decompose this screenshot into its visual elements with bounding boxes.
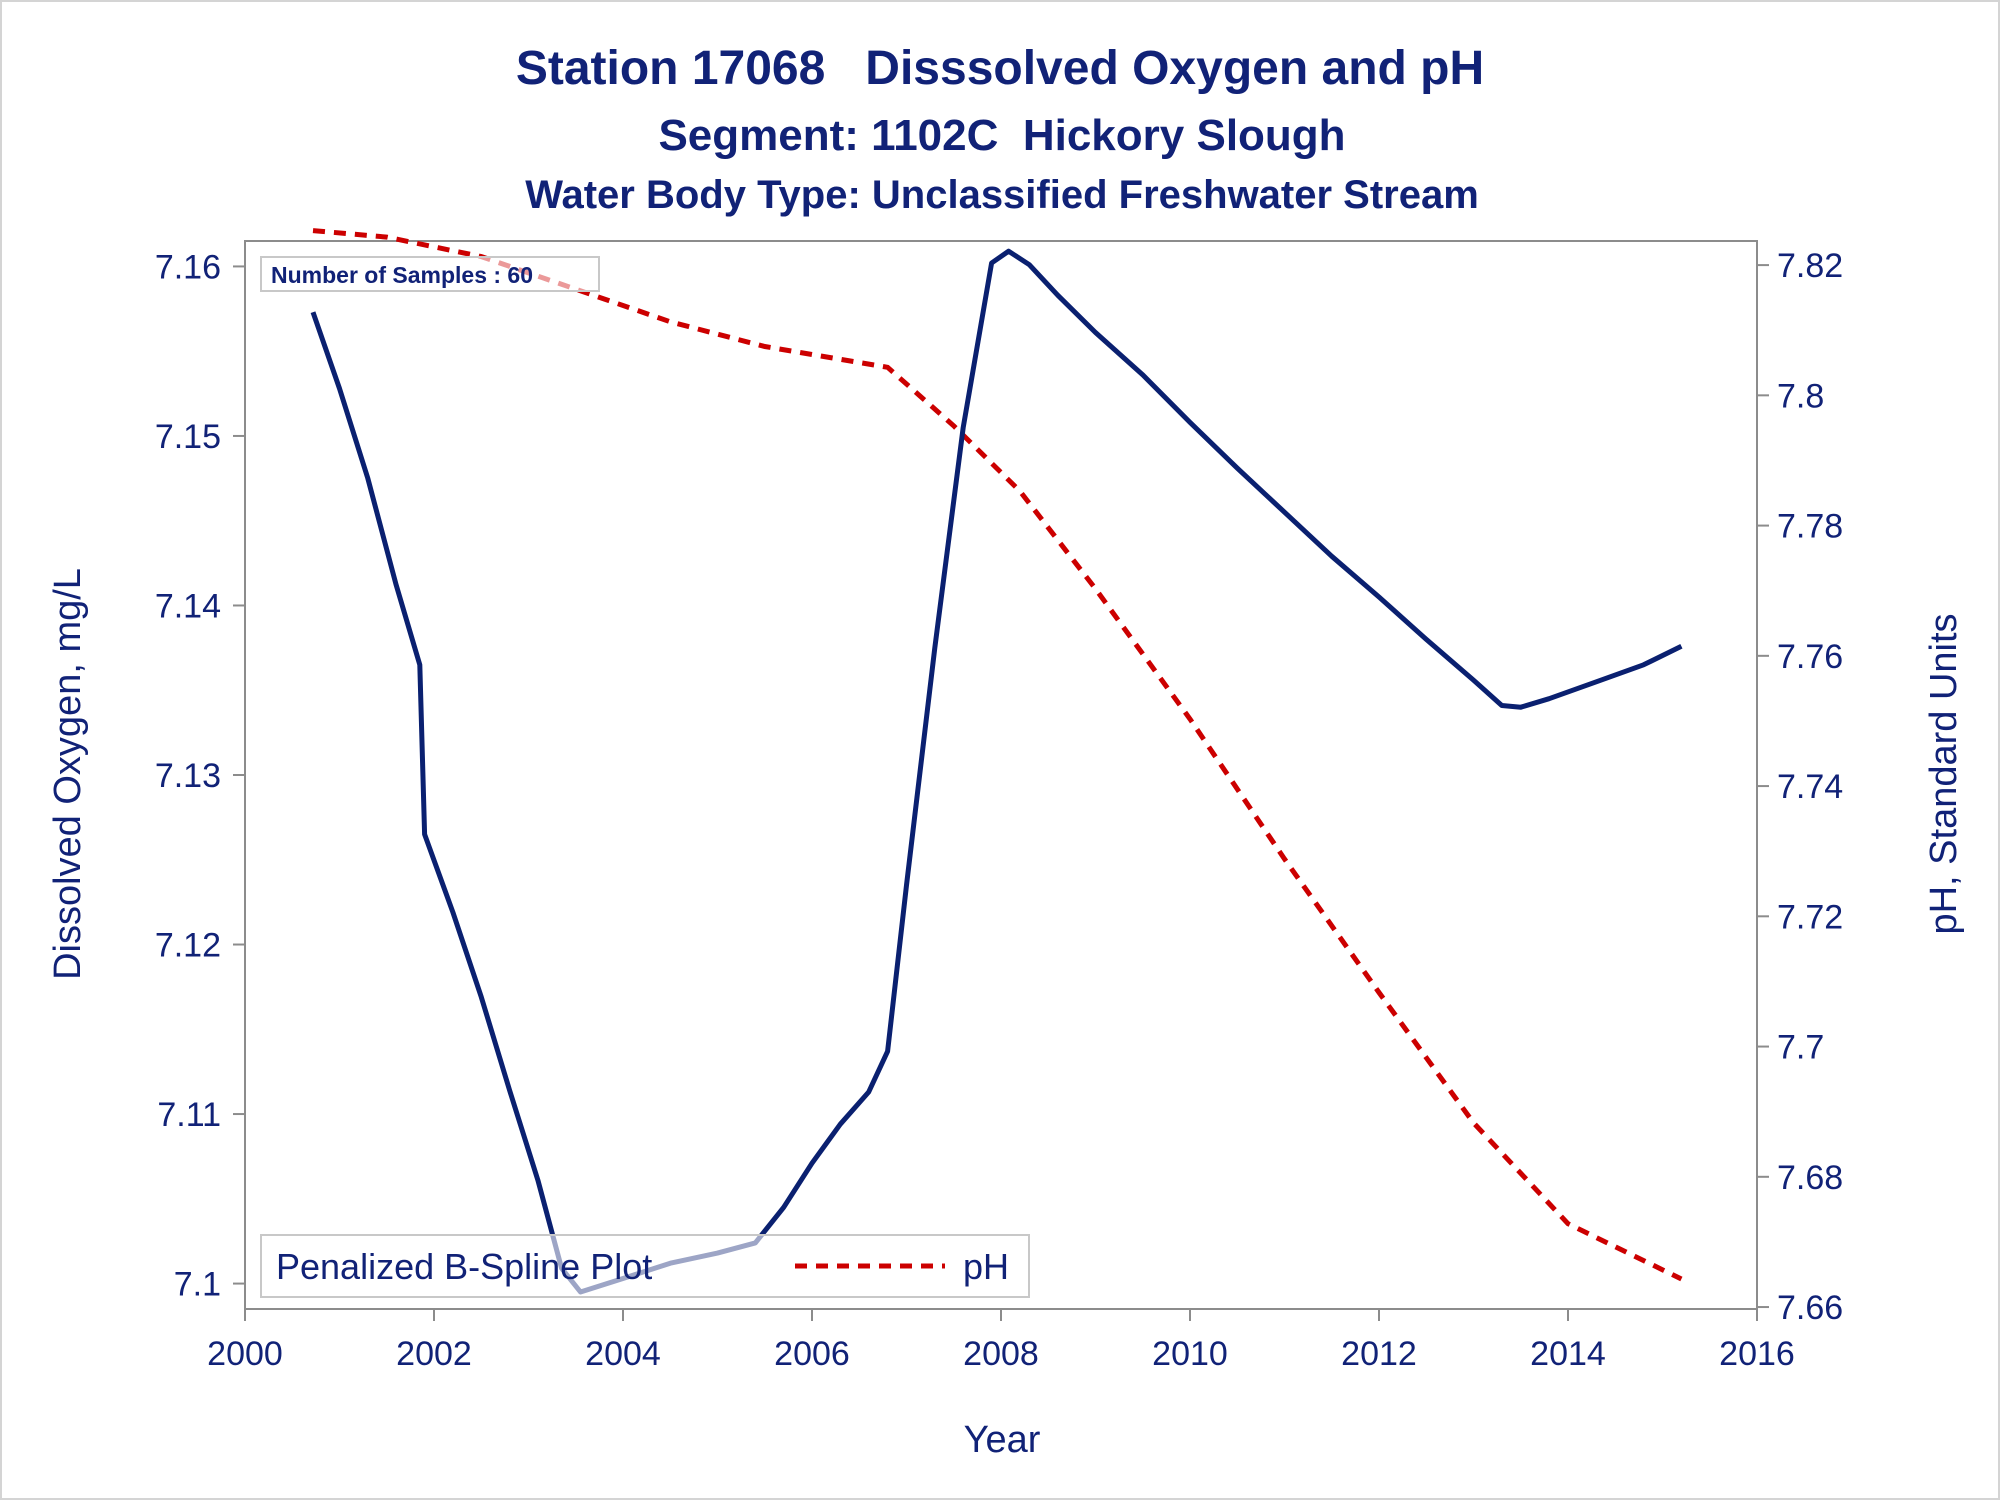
series-line-dissolved-oxygen: [310, 248, 1683, 1295]
x-axis-label: Year: [964, 1419, 1041, 1461]
plot-area: [244, 240, 1758, 1310]
legend-title: Penalized B-Spline Plot: [276, 1246, 652, 1287]
sample-count-label: Number of Samples : 60: [271, 262, 533, 288]
x-tick-label: 2010: [1152, 1335, 1228, 1373]
x-tick-label: 2016: [1719, 1335, 1795, 1373]
y2-tick-label: 7.82: [1777, 247, 1843, 285]
x-axis: 2000 2002 2004 2006 2008 2010 2012 2014 2016: [207, 1309, 1795, 1373]
x-tick-label: 2006: [774, 1335, 850, 1373]
chart-subtitle-waterbody: Water Body Type: Unclassified Freshwater…: [525, 173, 1479, 217]
chart-title: Station 17068 Disssolved Oxygen and pH: [516, 42, 1484, 95]
x-tick-label: 2004: [585, 1335, 661, 1373]
x-tick-label: 2014: [1530, 1335, 1606, 1373]
y-axis-left: 7.1 7.11 7.12 7.13 7.14 7.15 7.16: [155, 248, 245, 1304]
sample-count-box: [260, 256, 600, 292]
y-axis-right: 7.66 7.68 7.7 7.72 7.74 7.76 7.78 7.8 7.82: [1757, 247, 1843, 1327]
y-axis-label-left: Dissolved Oxygen, mg/L: [47, 568, 89, 980]
y-tick-label: 7.11: [157, 1096, 221, 1134]
y2-tick-label: 7.7: [1777, 1029, 1824, 1067]
y2-tick-label: 7.66: [1777, 1289, 1843, 1327]
x-tick-label: 2008: [963, 1335, 1039, 1373]
y-axis-label-right: pH, Standard Units: [1923, 613, 1965, 934]
chart-subtitle-segment: Segment: 1102C Hickory Slough: [658, 111, 1345, 160]
x-tick-label: 2012: [1341, 1335, 1417, 1373]
y-tick-label: 7.16: [155, 248, 221, 286]
y2-tick-label: 7.68: [1777, 1159, 1843, 1197]
y-tick-label: 7.15: [155, 418, 221, 456]
legend-label-ph: pH: [963, 1246, 1009, 1287]
y-tick-label: 7.14: [155, 587, 221, 625]
y2-tick-label: 7.76: [1777, 638, 1843, 676]
y-tick-label: 7.1: [174, 1266, 221, 1304]
y2-tick-label: 7.74: [1777, 768, 1843, 806]
y-tick-label: 7.13: [155, 757, 221, 795]
y2-tick-label: 7.72: [1777, 898, 1843, 936]
x-tick-label: 2000: [207, 1335, 283, 1373]
y-tick-label: 7.12: [155, 927, 221, 965]
x-tick-label: 2002: [396, 1335, 472, 1373]
y2-tick-label: 7.78: [1777, 508, 1843, 546]
y2-tick-label: 7.8: [1777, 377, 1824, 415]
